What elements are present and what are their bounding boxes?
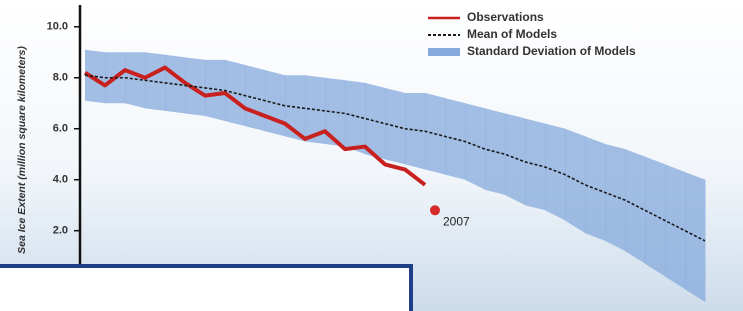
- std-band: [605, 144, 626, 251]
- y-tick-label: 4.0: [53, 174, 68, 186]
- y-tick-label: 6.0: [53, 123, 68, 135]
- std-band: [685, 172, 706, 302]
- y-tick-label: 10.0: [47, 21, 68, 33]
- std-band: [565, 129, 586, 234]
- legend-swatch: [428, 48, 460, 56]
- legend-label: Observations: [467, 10, 544, 24]
- std-band: [505, 113, 526, 205]
- y-tick-label: 8.0: [53, 72, 68, 84]
- y-tick-label: 2.0: [53, 225, 68, 237]
- chart: 2007 Sea Ice Extent (million square kilo…: [0, 0, 743, 311]
- std-band: [485, 108, 506, 195]
- std-band: [205, 60, 226, 121]
- page: 2007 Sea Ice Extent (million square kilo…: [0, 0, 743, 311]
- std-band: [545, 124, 566, 221]
- std-band: [625, 149, 646, 264]
- highlight-label: 2007: [443, 214, 470, 228]
- std-band: [645, 157, 666, 277]
- highlight-point: [430, 205, 440, 215]
- legend-label: Mean of Models: [467, 27, 557, 41]
- legend-label: Standard Deviation of Models: [467, 44, 636, 58]
- std-band: [465, 103, 486, 190]
- overlay-box: [0, 266, 411, 311]
- std-band: [665, 164, 686, 289]
- y-axis-label: Sea Ice Extent (million square kilometer…: [16, 46, 28, 254]
